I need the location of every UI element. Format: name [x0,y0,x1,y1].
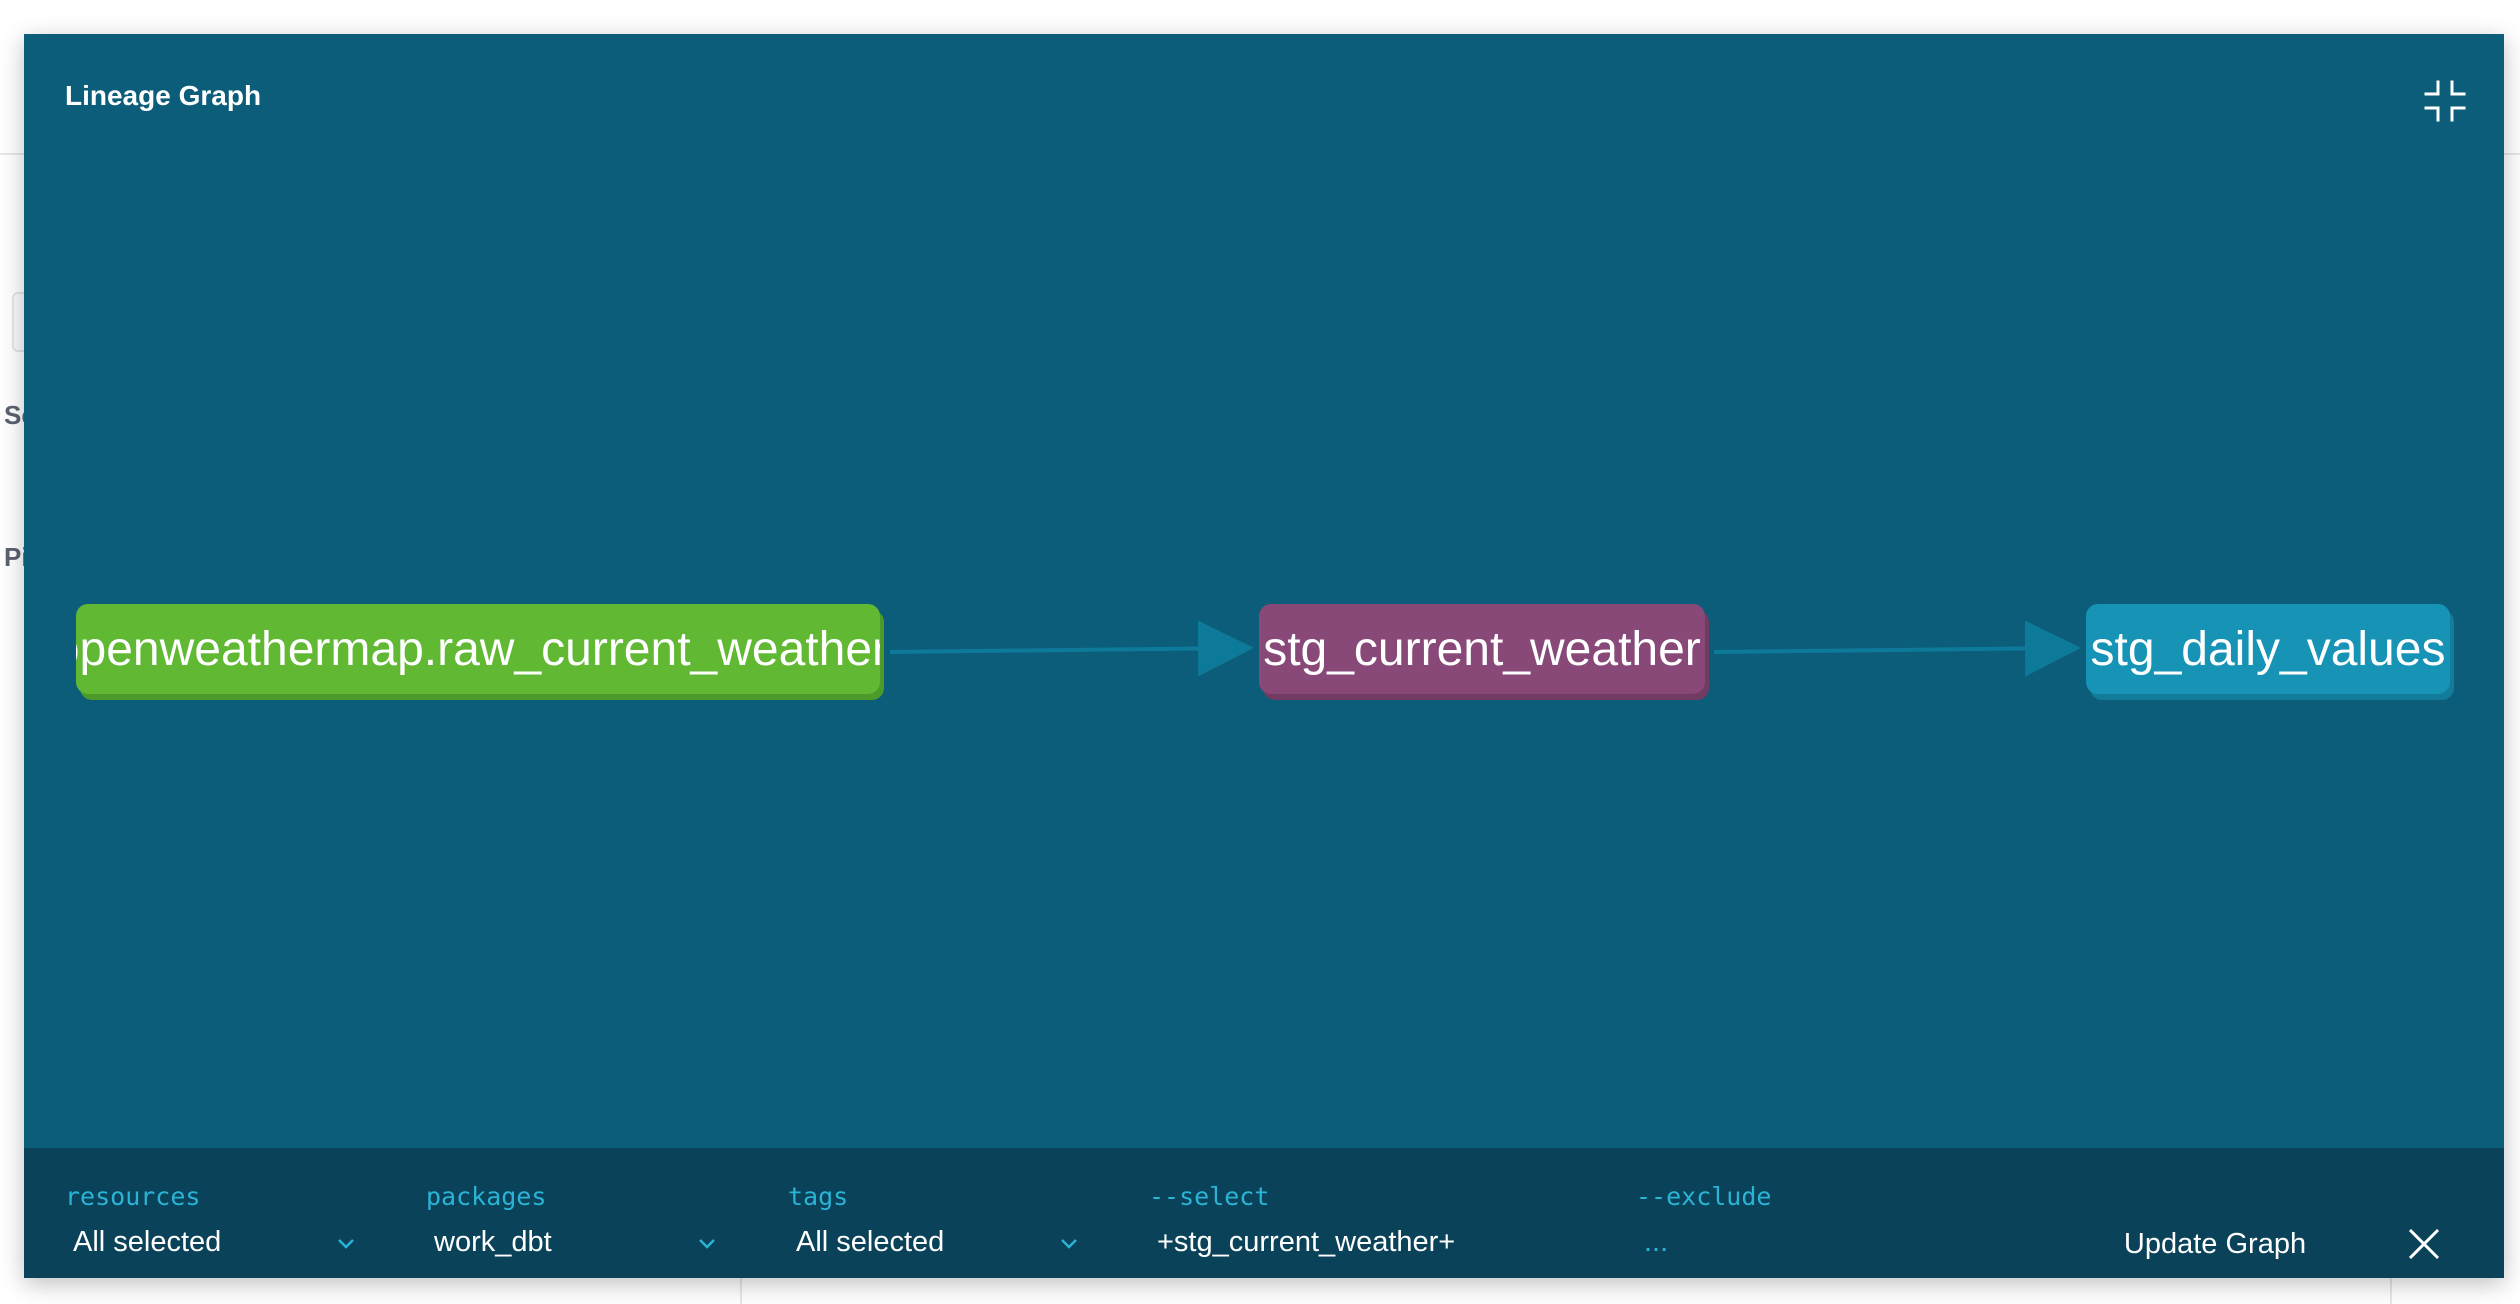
resources-label: resources [65,1182,201,1211]
lineage-graph-modal: Lineage Graph openweathermap.raw_current… [24,34,2504,1278]
collapse-icon[interactable] [2422,78,2468,124]
resources-select[interactable]: resources All selected [65,1148,365,1278]
graph-node-model[interactable]: stg_daily_values [2086,604,2450,694]
resources-value: All selected [73,1226,222,1258]
select-input[interactable]: --select +stg_current_weather+ [1149,1148,1589,1278]
tags-label: tags [788,1182,849,1211]
packages-label: packages [426,1182,547,1211]
lineage-graph-canvas[interactable]: openweathermap.raw_current_weather stg_c… [24,34,2504,1148]
tags-value: All selected [796,1226,945,1258]
graph-node-source[interactable]: openweathermap.raw_current_weather [76,604,880,694]
graph-edge [889,620,1254,677]
graph-filter-bar: resources All selected packages work_dbt… [24,1148,2504,1278]
exclude-placeholder: ... [1644,1226,1669,1258]
graph-edge [1713,620,2081,677]
node-label: openweathermap.raw_current_weather [76,622,880,676]
exclude-label: --exclude [1636,1182,1772,1211]
background-divider [740,1270,742,1304]
chevron-down-icon [338,1239,354,1249]
update-graph-button[interactable]: Update Graph [2123,1227,2307,1260]
node-label: stg_current_weather [1263,622,1701,676]
select-label: --select [1149,1182,1270,1211]
modal-title: Lineage Graph [65,80,262,111]
packages-select[interactable]: packages work_dbt [426,1148,726,1278]
tags-select[interactable]: tags All selected [788,1148,1088,1278]
background-divider [2390,1270,2392,1304]
graph-edges [889,620,2081,677]
chevron-down-icon [699,1239,715,1249]
close-icon[interactable] [2404,1224,2444,1264]
node-label: stg_daily_values [2090,622,2446,676]
graph-node-model[interactable]: stg_current_weather [1259,604,1705,694]
exclude-input[interactable]: --exclude ... [1636,1148,2076,1278]
packages-value: work_dbt [434,1226,552,1258]
chevron-down-icon [1061,1239,1077,1249]
select-value: +stg_current_weather+ [1157,1226,1456,1258]
